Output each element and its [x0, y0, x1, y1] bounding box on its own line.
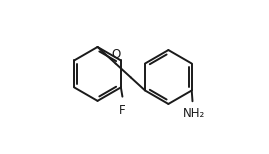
Text: F: F	[119, 103, 126, 117]
Text: O: O	[112, 48, 121, 61]
Text: NH₂: NH₂	[183, 107, 205, 120]
